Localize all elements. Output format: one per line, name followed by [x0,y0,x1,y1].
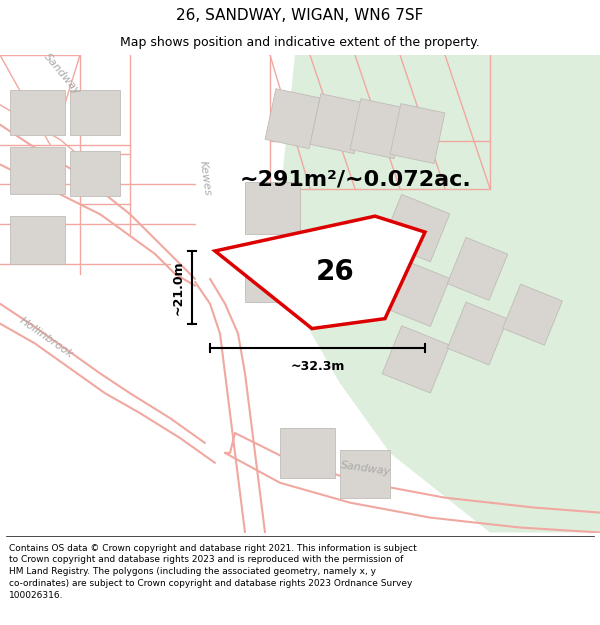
Polygon shape [265,89,320,149]
Text: Contains OS data © Crown copyright and database right 2021. This information is : Contains OS data © Crown copyright and d… [9,544,417,600]
Polygon shape [382,194,450,262]
Bar [10,90,65,134]
Bar [245,182,300,234]
Text: 26: 26 [316,258,355,286]
Text: 26, SANDWAY, WIGAN, WN6 7SF: 26, SANDWAY, WIGAN, WN6 7SF [176,8,424,23]
Text: ~32.3m: ~32.3m [290,360,344,373]
Polygon shape [215,216,425,329]
Polygon shape [310,94,365,154]
Text: Map shows position and indicative extent of the property.: Map shows position and indicative extent… [120,36,480,49]
Text: ~291m²/~0.072ac.: ~291m²/~0.072ac. [239,169,471,189]
Text: ~21.0m: ~21.0m [172,260,185,314]
Text: Sandway: Sandway [340,460,392,477]
Bar [280,428,335,478]
Polygon shape [382,259,450,326]
Polygon shape [382,326,450,393]
Text: Hollinbrook: Hollinbrook [18,316,76,361]
Bar [340,450,390,498]
Polygon shape [350,99,405,159]
Bar [10,146,65,194]
Polygon shape [390,104,445,164]
Polygon shape [503,284,562,345]
Bar [70,151,120,196]
Bar [245,247,297,302]
Polygon shape [447,238,508,301]
Polygon shape [447,302,508,365]
Text: Kewes: Kewes [198,160,213,196]
Bar [10,216,65,264]
Bar [70,90,120,134]
Polygon shape [280,55,600,532]
Text: Sandway: Sandway [42,51,82,97]
